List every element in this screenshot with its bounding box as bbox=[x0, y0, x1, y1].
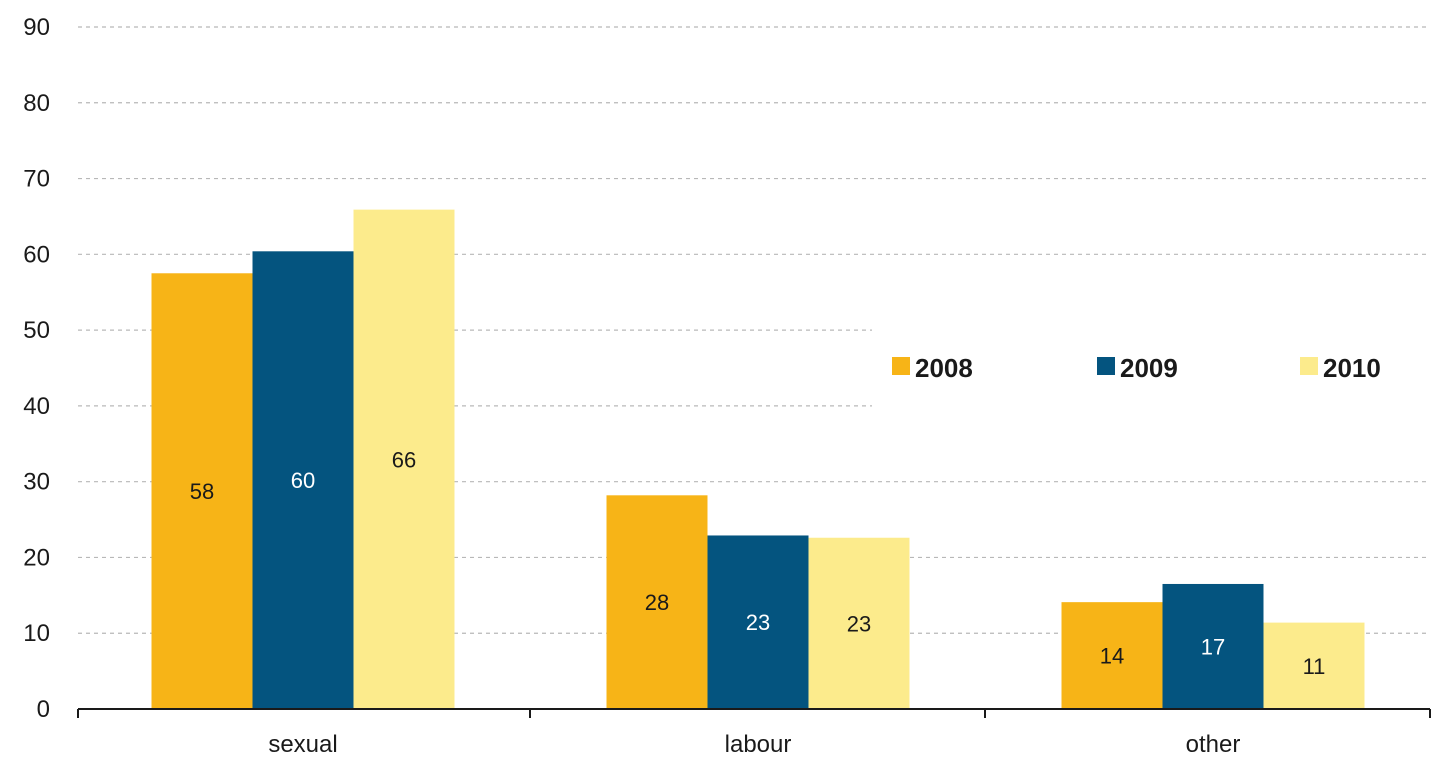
y-tick-label: 0 bbox=[37, 696, 50, 723]
y-tick-label: 60 bbox=[23, 241, 50, 268]
data-label-sexual-2009: 60 bbox=[291, 468, 315, 493]
x-axis bbox=[77, 708, 1431, 718]
data-label-sexual-2008: 58 bbox=[190, 479, 214, 504]
legend-label-2008: 2008 bbox=[915, 353, 973, 383]
legend-swatch-2008 bbox=[892, 357, 910, 375]
bar-labour-2008 bbox=[606, 495, 708, 709]
y-tick-label: 70 bbox=[23, 166, 50, 193]
y-tick-label: 50 bbox=[23, 317, 50, 344]
bar-other-2008 bbox=[1061, 602, 1163, 709]
data-label-sexual-2010: 66 bbox=[392, 447, 416, 472]
category-label-other: other bbox=[1186, 731, 1241, 758]
y-tick-label: 30 bbox=[23, 469, 50, 496]
bar-sexual-2009 bbox=[252, 251, 354, 709]
legend-swatch-2010 bbox=[1300, 357, 1318, 375]
y-tick-label: 80 bbox=[23, 90, 50, 117]
legend: 2008 2009 2010 bbox=[872, 327, 1428, 407]
bars bbox=[151, 209, 1365, 709]
legend-label-2010: 2010 bbox=[1323, 353, 1381, 383]
y-tick-label: 90 bbox=[23, 14, 50, 41]
data-label-other-2009: 17 bbox=[1201, 634, 1225, 659]
data-label-other-2010: 11 bbox=[1303, 654, 1326, 679]
bar-labour-2010 bbox=[808, 537, 910, 709]
category-label-sexual: sexual bbox=[268, 731, 337, 758]
data-labels: 58 60 66 28 23 23 14 17 11 bbox=[190, 447, 1326, 678]
bar-sexual-2008 bbox=[151, 273, 253, 709]
bar-labour-2009 bbox=[707, 535, 809, 709]
bar-other-2009 bbox=[1162, 583, 1264, 709]
bar-sexual-2010 bbox=[353, 209, 455, 709]
y-tick-label: 40 bbox=[23, 393, 50, 420]
data-label-labour-2009: 23 bbox=[746, 610, 770, 635]
legend-swatch-2009 bbox=[1097, 357, 1115, 375]
category-labels: sexual labour other bbox=[268, 731, 1240, 758]
y-axis-tick-labels: 0 10 20 30 40 50 60 70 80 90 bbox=[23, 14, 50, 723]
data-label-labour-2010: 23 bbox=[847, 611, 871, 636]
legend-background bbox=[872, 327, 1428, 407]
legend-label-2009: 2009 bbox=[1120, 353, 1178, 383]
y-tick-label: 10 bbox=[23, 620, 50, 647]
data-label-labour-2008: 28 bbox=[645, 590, 669, 615]
y-tick-label: 20 bbox=[23, 544, 50, 571]
category-label-labour: labour bbox=[725, 731, 792, 758]
bar-other-2010 bbox=[1263, 622, 1365, 709]
data-label-other-2008: 14 bbox=[1100, 644, 1124, 669]
